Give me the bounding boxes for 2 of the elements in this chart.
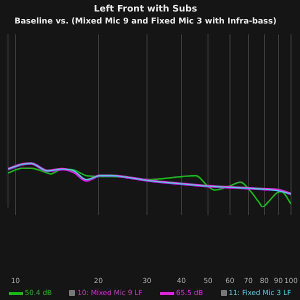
chart-subtitle: Baseline vs. (Mixed Mic 9 and Fixed Mic 3 with Infra-bass) — [14, 16, 276, 26]
chart-title: Left Front with Subs — [94, 4, 198, 15]
